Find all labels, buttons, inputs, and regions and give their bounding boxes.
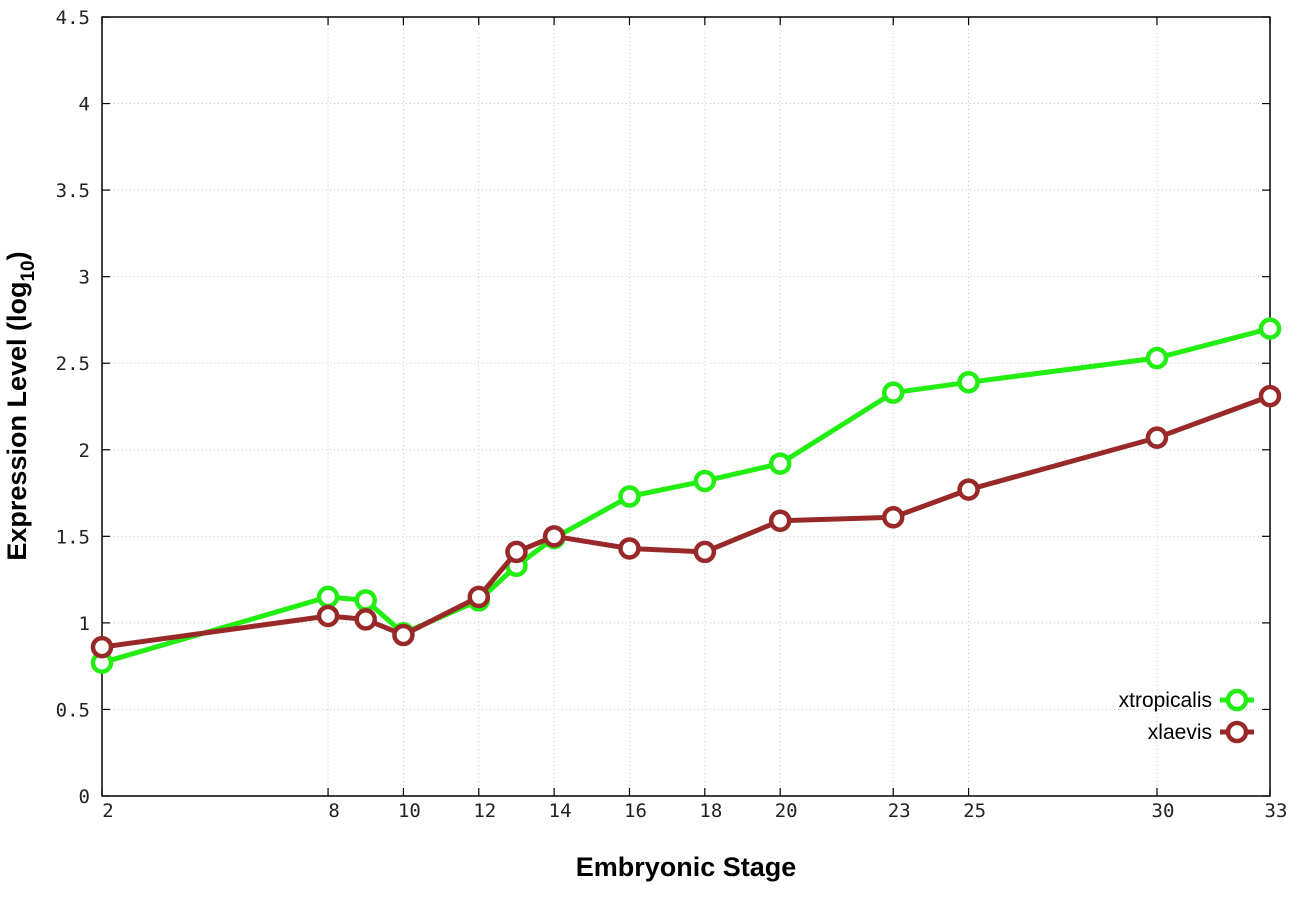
y-tick-label: 0 bbox=[79, 786, 90, 808]
data-point-xlaevis bbox=[316, 604, 340, 628]
series-xtropicalis bbox=[90, 317, 1282, 674]
plot-frame bbox=[101, 16, 1271, 797]
data-point-xlaevis bbox=[354, 608, 377, 631]
y-axis-title-close: ) bbox=[2, 251, 32, 260]
legend-swatch-marker-xlaevis bbox=[1225, 720, 1249, 744]
y-tick-label: 1 bbox=[79, 613, 90, 635]
data-point-xlaevis bbox=[505, 540, 528, 564]
y-tick-label: 0.5 bbox=[56, 699, 90, 721]
x-tick-label: 33 bbox=[1265, 800, 1288, 822]
data-point-xlaevis bbox=[1258, 384, 1282, 408]
y-tick-label: 2 bbox=[79, 440, 90, 462]
data-point-xtropicalis bbox=[1258, 317, 1282, 340]
data-point-xlaevis bbox=[392, 623, 415, 647]
y-tick-label: 4 bbox=[79, 94, 90, 116]
data-point-xtropicalis bbox=[768, 452, 792, 475]
y-tick-label: 4.5 bbox=[56, 7, 90, 29]
data-point-xtropicalis bbox=[881, 381, 905, 404]
y-tick-label: 3.5 bbox=[56, 180, 90, 202]
series-xlaevis bbox=[90, 384, 1282, 659]
x-tick-label: 20 bbox=[775, 800, 798, 822]
data-point-xlaevis bbox=[768, 509, 792, 533]
data-point-xtropicalis bbox=[618, 485, 641, 508]
y-tick-label: 1.5 bbox=[56, 526, 90, 548]
data-point-xtropicalis bbox=[354, 589, 377, 612]
legend: xtropicalis xlaevis bbox=[1119, 688, 1254, 744]
data-point-xlaevis bbox=[467, 585, 491, 609]
legend-item-xtropicalis: xtropicalis bbox=[1119, 688, 1254, 712]
legend-swatch-marker-xtropicalis bbox=[1225, 688, 1249, 712]
data-point-xtropicalis bbox=[693, 469, 717, 493]
data-point-xlaevis bbox=[957, 478, 980, 501]
y-tick-label: 3 bbox=[79, 267, 90, 289]
legend-item-xlaevis: xlaevis bbox=[1148, 720, 1254, 744]
data-point-xlaevis bbox=[1145, 426, 1169, 449]
legend-label-xtropicalis: xtropicalis bbox=[1119, 689, 1212, 712]
series-layer bbox=[90, 317, 1282, 674]
data-point-xtropicalis bbox=[316, 585, 340, 609]
x-tick-label: 8 bbox=[328, 800, 339, 822]
data-point-xlaevis bbox=[881, 506, 905, 529]
data-point-xtropicalis bbox=[1145, 346, 1169, 370]
y-axis-title: Expression Level (log10) bbox=[2, 251, 39, 560]
series-line-xtropicalis bbox=[99, 326, 1273, 666]
x-axis-title: Embryonic Stage bbox=[576, 852, 797, 882]
grid bbox=[102, 17, 1270, 796]
x-tick-label: 18 bbox=[699, 800, 722, 822]
x-tick-label: 25 bbox=[963, 800, 986, 822]
x-tick-label: 12 bbox=[473, 800, 496, 822]
x-tick-label: 10 bbox=[398, 800, 421, 822]
axis-ticks: 2 8 10 12 14 16 18 20 23 25 30 33 0 0.5 1 1.5 2 2.5 3 3.5 4 4… bbox=[56, 7, 1288, 822]
y-tick-label: 2.5 bbox=[56, 353, 90, 375]
data-point-xlaevis bbox=[618, 537, 641, 560]
data-point-xtropicalis bbox=[957, 371, 980, 394]
y-axis-title-subscript: 10 bbox=[18, 260, 39, 281]
x-tick-label: 30 bbox=[1152, 800, 1175, 822]
x-tick-label: 2 bbox=[102, 800, 113, 822]
x-tick-label: 16 bbox=[624, 800, 647, 822]
y-axis-title-main: Expression Level (log bbox=[2, 282, 32, 561]
data-point-xlaevis bbox=[693, 540, 717, 564]
data-point-xlaevis bbox=[542, 525, 566, 548]
legend-label-xlaevis: xlaevis bbox=[1148, 721, 1212, 744]
x-tick-label: 23 bbox=[888, 800, 911, 822]
data-point-xlaevis bbox=[90, 635, 114, 659]
x-tick-label: 14 bbox=[549, 800, 572, 822]
